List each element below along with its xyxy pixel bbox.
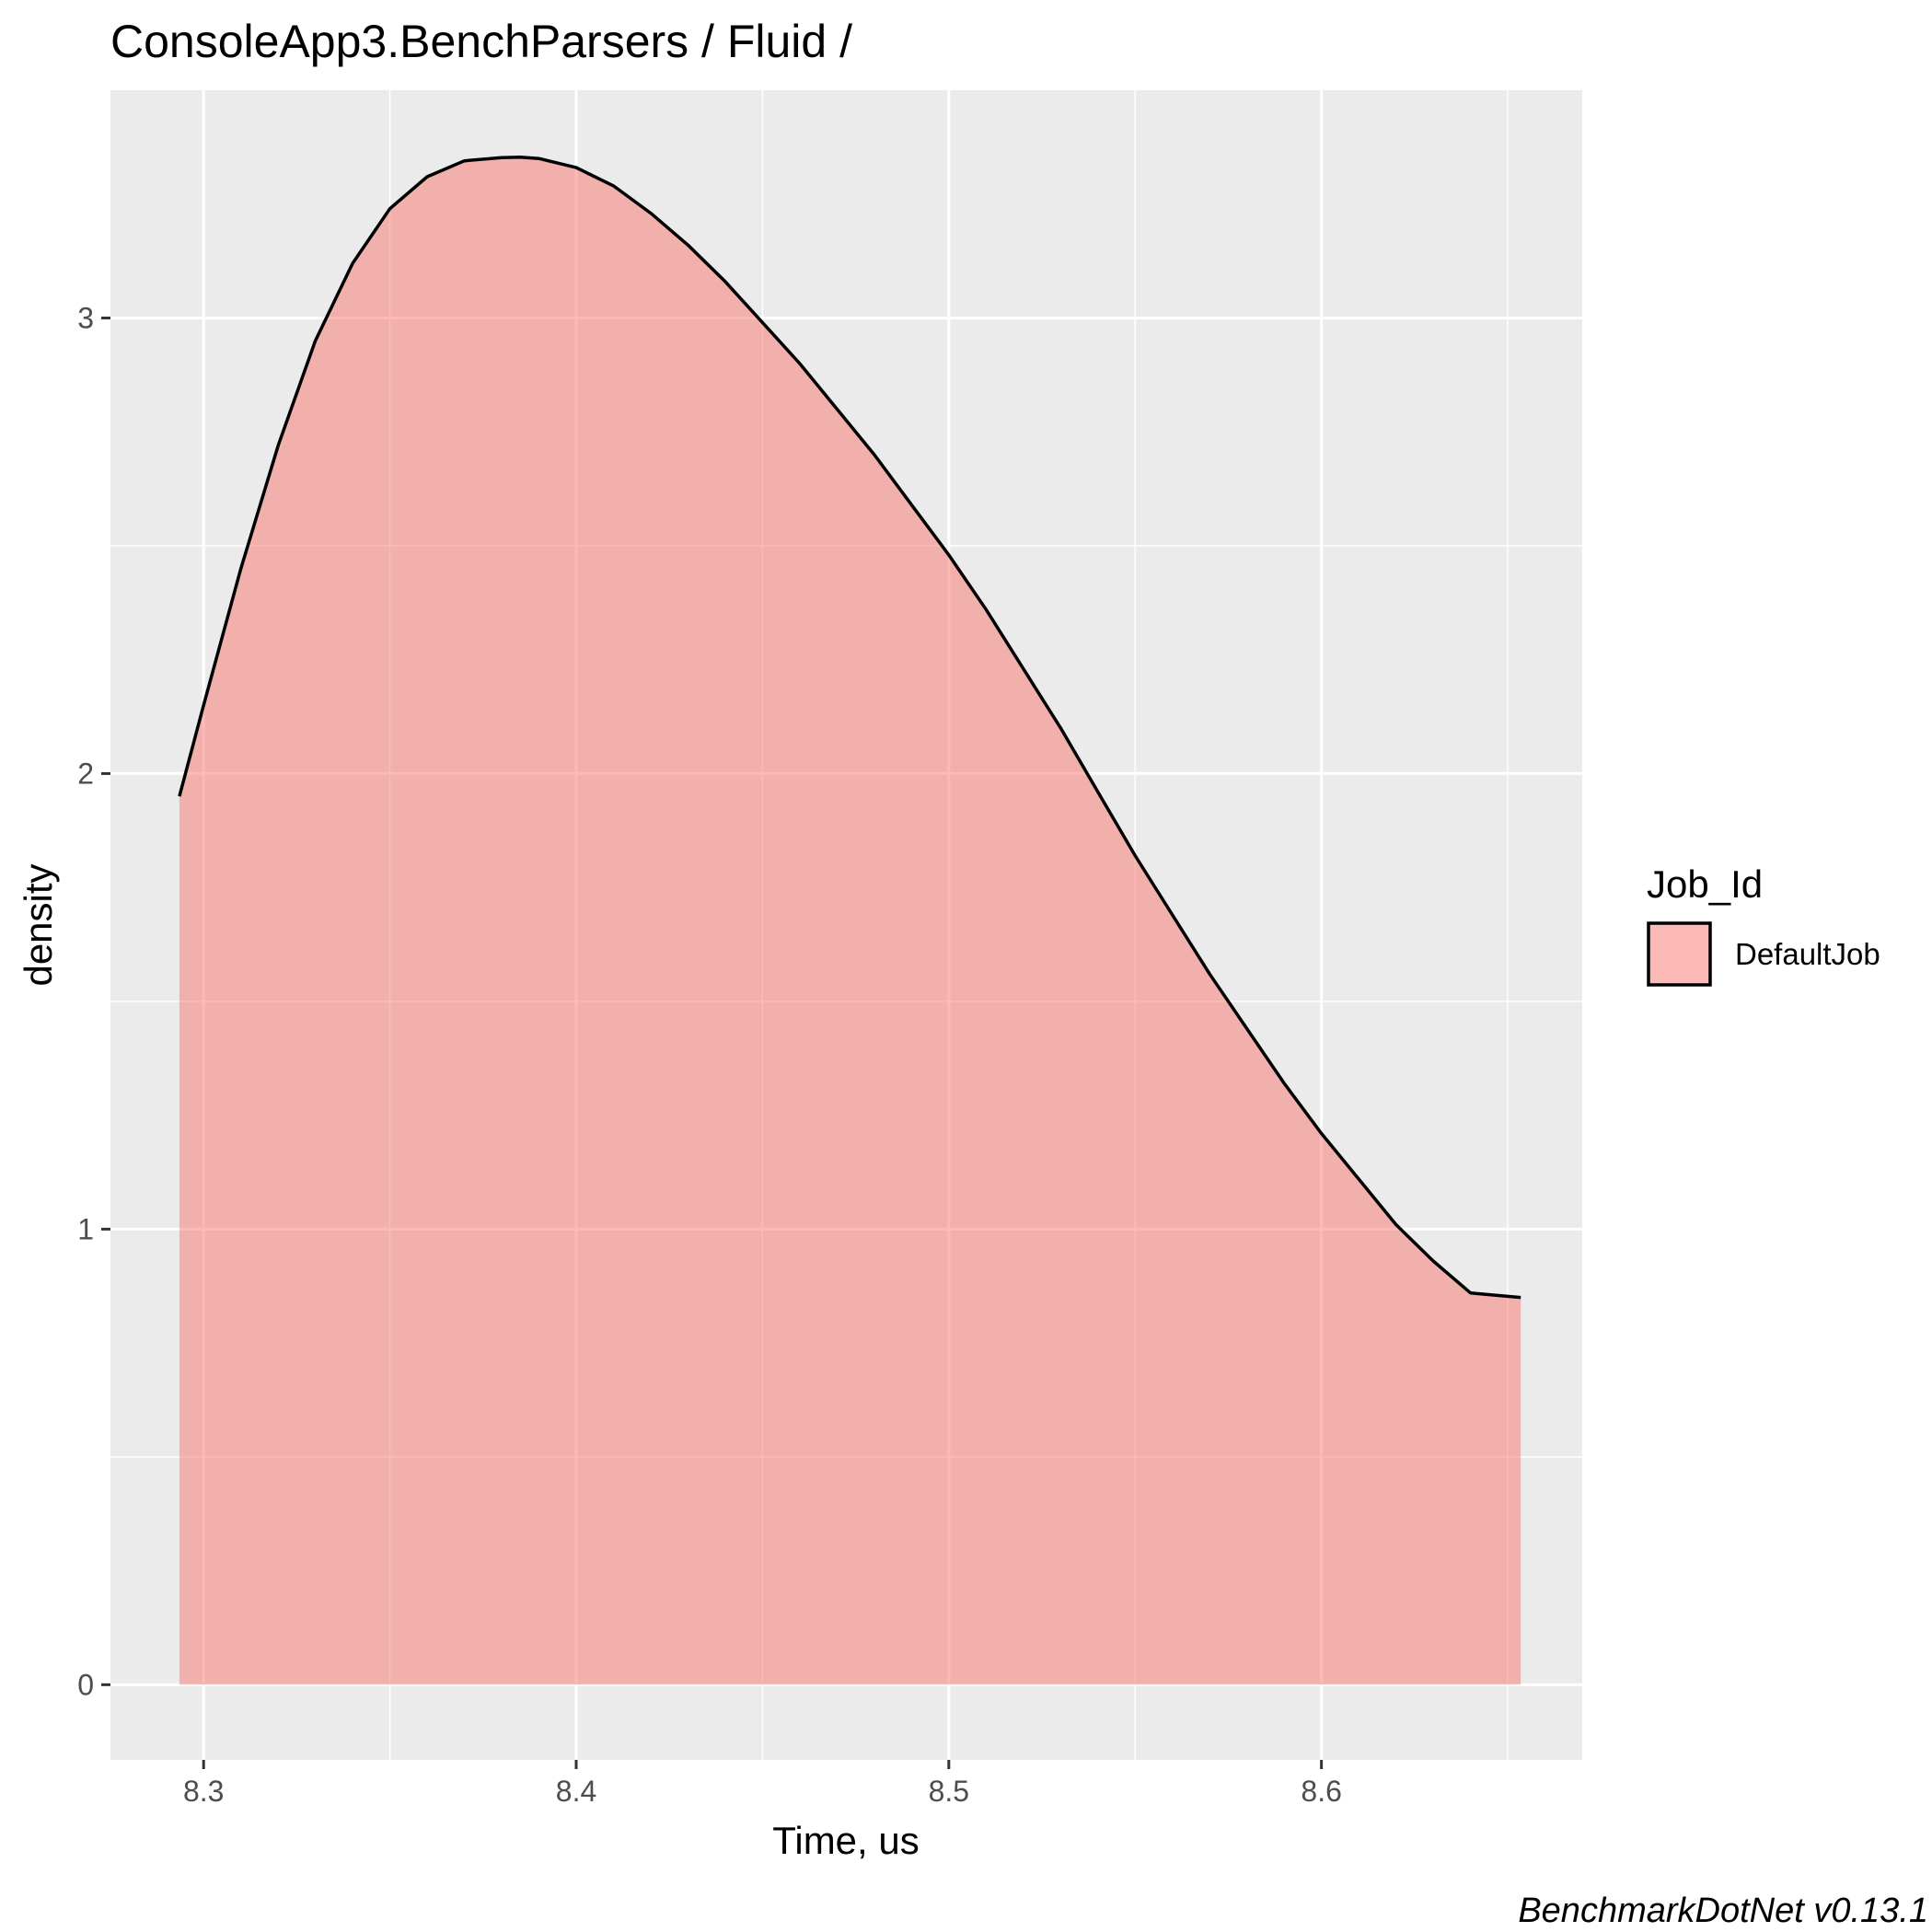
x-axis-label: Time, us: [772, 1819, 919, 1862]
y-tick-label-1: 1: [77, 1212, 94, 1245]
chart-caption: BenchmarkDotNet v0.13.1: [1518, 1892, 1928, 1930]
density-line-0: [178, 156, 1521, 1300]
x-tick-label-2: 8.5: [929, 1775, 969, 1808]
x-tick-labels: 8.3 8.4 8.5 8.6: [183, 1775, 1342, 1808]
legend: Job_Id DefaultJob: [1647, 862, 1880, 987]
y-axis-label: density: [17, 863, 60, 986]
x-tick-label-0: 8.3: [183, 1775, 224, 1808]
chart-title: ConsoleApp3.BenchParsers / Fluid /: [110, 16, 852, 67]
y-tick-label-2: 2: [77, 757, 94, 790]
legend-title: Job_Id: [1647, 862, 1763, 906]
y-tick-label-3: 3: [77, 301, 94, 334]
density-area-0: [179, 156, 1521, 1685]
axis-ticks: [101, 316, 1324, 1769]
y-tick-labels: 0 1 2 3: [77, 301, 94, 1701]
legend-label-defaultjob: DefaultJob: [1735, 937, 1880, 971]
x-tick-label-3: 8.6: [1301, 1775, 1341, 1808]
legend-key-defaultjob: [1647, 921, 1712, 987]
series-layer: [178, 156, 1521, 1685]
x-tick-label-1: 8.4: [556, 1775, 596, 1808]
y-tick-label-0: 0: [77, 1668, 94, 1701]
